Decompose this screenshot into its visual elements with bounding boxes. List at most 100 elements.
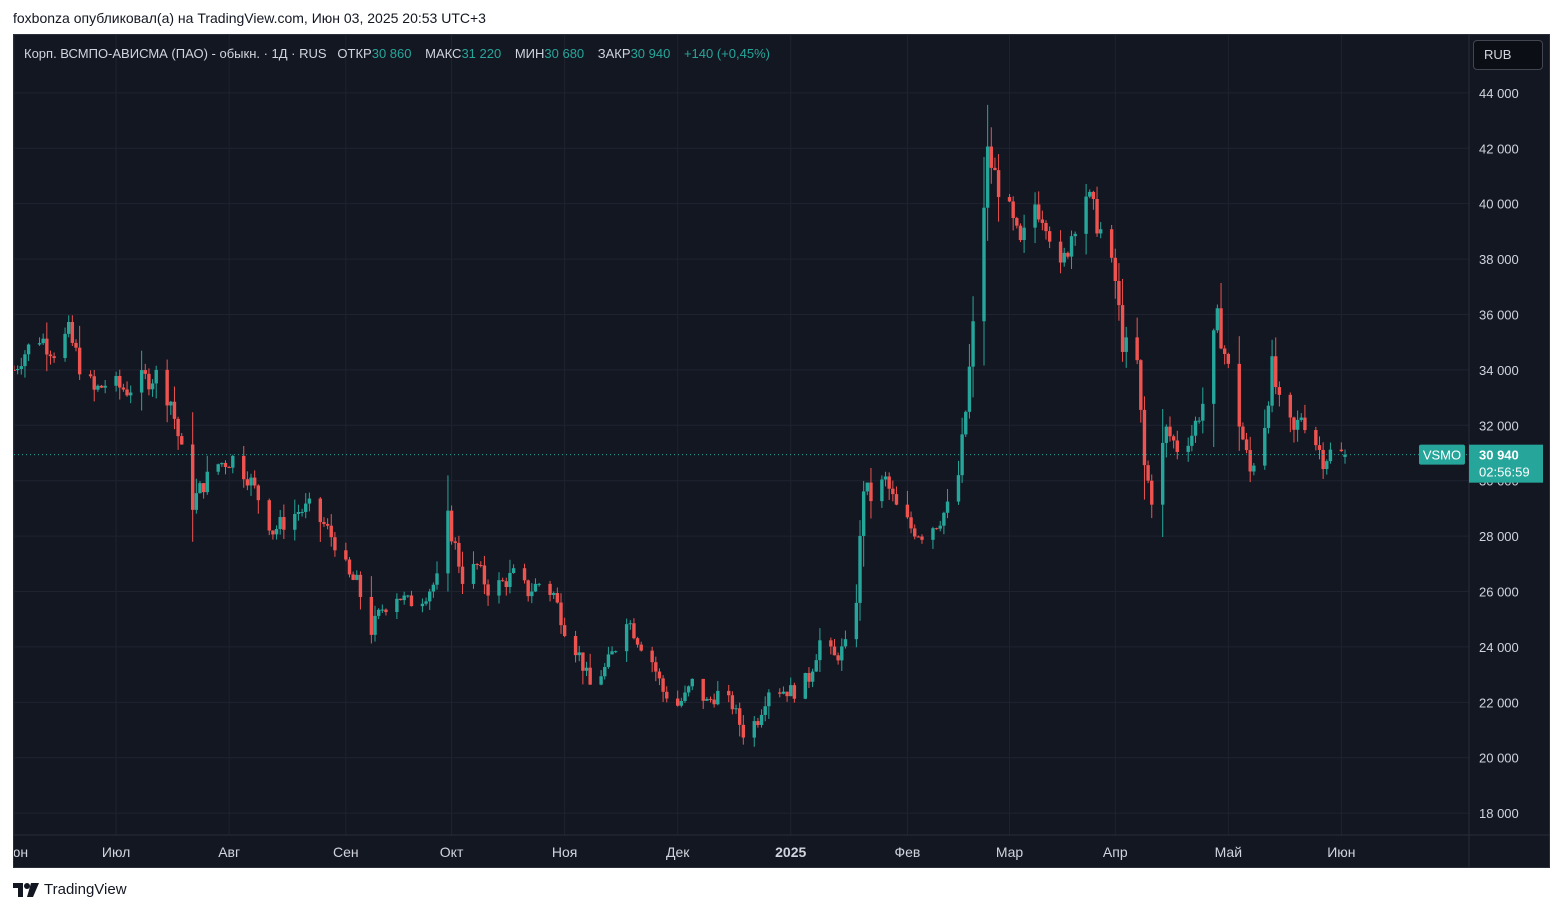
candle-body — [730, 695, 735, 710]
candle-body — [1142, 409, 1147, 466]
candle-body — [599, 676, 603, 685]
candle-body — [220, 462, 224, 465]
currency-button[interactable]: RUB — [1473, 40, 1543, 70]
time-axis-label: Июн — [1327, 844, 1355, 860]
candle-body — [121, 387, 126, 390]
candle-body — [198, 483, 202, 494]
candle-body — [1190, 435, 1194, 446]
candle-body — [690, 678, 694, 687]
price-axis-label: 40 000 — [1479, 197, 1519, 212]
candle-body — [1325, 461, 1329, 470]
time-axis-label: Июн — [14, 844, 28, 860]
candle-body — [358, 574, 363, 597]
candle-body — [475, 563, 479, 565]
candle-body — [304, 503, 308, 512]
candle-body — [344, 550, 348, 560]
candle-body — [446, 510, 450, 574]
candle-body — [201, 483, 206, 493]
candle-body — [1171, 436, 1176, 441]
candle-body — [1073, 233, 1077, 237]
price-axis-label: 20 000 — [1479, 751, 1519, 766]
candle-body — [843, 639, 848, 647]
candle-body — [1047, 231, 1052, 242]
candle-body — [1088, 191, 1092, 197]
candle-body — [785, 691, 789, 697]
candle-body — [1164, 426, 1169, 443]
candle-body — [1084, 196, 1088, 234]
candle-body — [471, 563, 476, 584]
candle-body — [854, 602, 859, 640]
candle-body — [347, 559, 352, 575]
candle-body — [840, 646, 844, 661]
candle-body — [322, 522, 326, 524]
time-axis-label: Мар — [996, 844, 1024, 860]
candle-body — [985, 146, 990, 208]
candle-body — [1292, 417, 1296, 430]
candle-body — [15, 369, 20, 371]
candle-body — [1109, 229, 1114, 258]
candle-body — [1124, 337, 1128, 352]
candle-body — [1033, 204, 1037, 228]
candle-body — [1040, 219, 1045, 223]
candle-body — [428, 591, 432, 602]
price-axis-label: 32 000 — [1479, 418, 1519, 433]
candle-body — [482, 565, 487, 585]
candle-body — [96, 385, 100, 390]
candle-body — [654, 662, 658, 672]
candle-body — [836, 655, 840, 661]
candle-body — [522, 568, 527, 581]
candle-body — [683, 692, 687, 702]
candle-body — [905, 504, 910, 518]
candle-body — [964, 411, 968, 435]
candle-body — [147, 373, 151, 390]
candle-body — [967, 366, 972, 412]
candle-body — [573, 636, 578, 656]
candle-body — [369, 596, 374, 635]
candle-body — [632, 623, 636, 639]
candle-body — [1339, 449, 1344, 452]
candle-body — [318, 498, 323, 523]
candle-body — [1274, 356, 1278, 388]
candle-body — [810, 671, 815, 682]
symbol-legend: Корп. ВСМПО-АВИСМА (ПАО) - обыкн. · 1Д ·… — [24, 46, 770, 61]
candle-body — [913, 528, 917, 537]
candle-body — [139, 370, 144, 393]
price-tag — [1469, 444, 1543, 483]
candle-body — [555, 593, 560, 603]
candle-body — [1066, 252, 1070, 257]
candle-body — [114, 375, 118, 386]
candle-body — [1263, 427, 1267, 466]
candle-body — [154, 369, 158, 384]
open-value: 30 860 — [371, 46, 412, 61]
candle-body — [759, 714, 764, 726]
candle-body — [1212, 330, 1216, 404]
candle-body — [1328, 449, 1333, 462]
candle-body — [1295, 419, 1300, 430]
candle-body — [1193, 420, 1198, 436]
candle-body — [249, 477, 253, 486]
candle-body — [1288, 394, 1293, 418]
candle-body — [1201, 403, 1205, 421]
candle-body — [420, 603, 425, 607]
time-axis-label: Окт — [440, 844, 464, 860]
candle-body — [869, 482, 873, 502]
candle-body — [424, 601, 428, 604]
candle-body — [216, 464, 220, 472]
candle-body — [530, 591, 534, 597]
tradingview-logo[interactable]: TradingView — [13, 881, 127, 898]
candle-body — [66, 322, 71, 334]
candle-body — [865, 482, 870, 492]
candle-body — [19, 366, 23, 370]
candle-body — [63, 333, 67, 358]
candle-body — [1062, 252, 1066, 263]
candle-body — [551, 593, 556, 595]
candle-body — [1018, 225, 1023, 241]
candle-body — [1175, 440, 1179, 452]
candle-body — [150, 383, 155, 390]
candle-body — [1160, 442, 1165, 505]
candle-body — [1241, 426, 1245, 440]
candle-body — [606, 654, 611, 667]
candle-body — [1015, 218, 1019, 226]
